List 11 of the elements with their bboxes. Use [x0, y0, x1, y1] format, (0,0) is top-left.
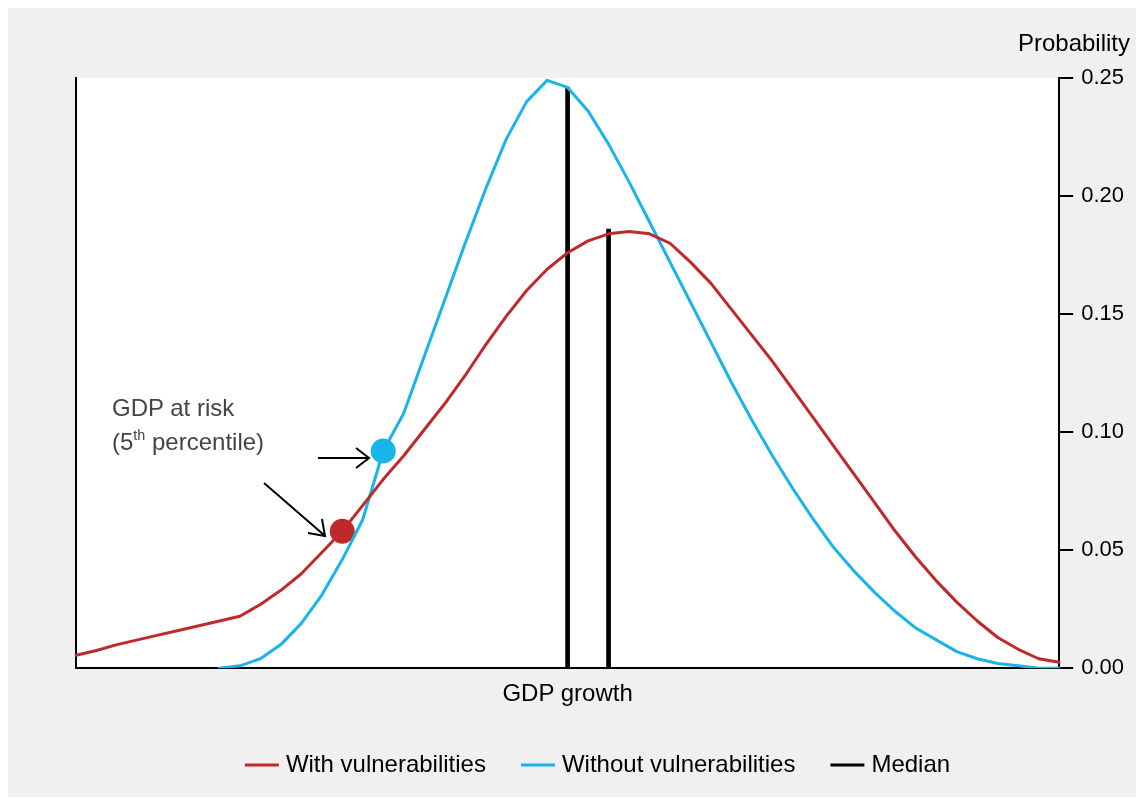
y-tick-label: 0.00 — [1081, 654, 1125, 680]
y-tick-label: 0.10 — [1081, 418, 1125, 444]
y-tick-label: 0.25 — [1081, 64, 1125, 90]
y-tick-label: 0.05 — [1081, 536, 1125, 562]
legend-label: Median — [871, 749, 951, 777]
y-axis-title: Probability — [1017, 28, 1130, 56]
x-axis-title: GDP growth — [502, 679, 633, 707]
y-tick-label: 0.20 — [1081, 182, 1125, 208]
legend-label: With vulnerabilities — [285, 749, 486, 777]
legend-label: Without vulnerabilities — [561, 749, 796, 777]
y-tick-label: 0.15 — [1081, 300, 1125, 326]
